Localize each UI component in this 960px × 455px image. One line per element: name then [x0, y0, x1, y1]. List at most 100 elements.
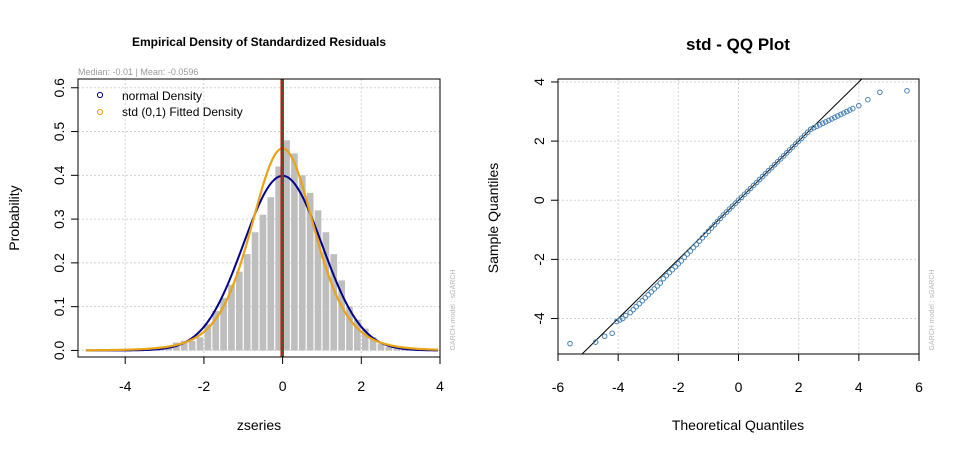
density-y-tick-label: 0.3: [51, 209, 67, 229]
qq-y-axis-label: Sample Quantiles: [485, 163, 501, 274]
qq-point: [904, 88, 910, 94]
std-fitted-density-curve: [85, 147, 439, 352]
qq-point: [750, 182, 757, 189]
qq-point: [777, 156, 784, 162]
density-x-tick-label: -2: [198, 378, 211, 394]
histogram-bar: [314, 210, 322, 351]
density-side-note: GARCH model : sGARCH: [450, 270, 457, 351]
qq-point: [747, 185, 754, 192]
qq-point: [690, 244, 697, 251]
density-legend: normal Density std (0,1) Fitted Density: [96, 89, 243, 119]
qq-point: [726, 206, 733, 212]
density-y-ticks: 0.0 0.1 0.2 0.3 0.4 0.5 0.6: [51, 78, 78, 360]
histogram-bar: [306, 192, 314, 351]
qq-point: [657, 280, 664, 286]
density-y-tick-label: 0.2: [51, 253, 67, 273]
density-y-tick-label: 0.6: [51, 78, 67, 98]
qq-point: [744, 188, 751, 195]
qq-point: [642, 295, 649, 301]
histogram-bar: [322, 232, 330, 351]
qq-point: [666, 269, 673, 276]
histogram-bar: [188, 340, 196, 351]
histogram-bar: [393, 348, 401, 351]
qq-point: [837, 111, 844, 118]
qq-point: [774, 158, 781, 165]
qq-point: [729, 203, 736, 209]
qq-point: [669, 266, 676, 273]
density-center-lines: [280, 79, 284, 357]
qq-x-tick-label: -2: [672, 379, 685, 395]
histogram-bar: [259, 214, 267, 351]
qq-point: [786, 147, 793, 153]
qq-point: [696, 238, 703, 244]
qq-point: [822, 119, 829, 125]
qq-title: std - QQ Plot: [686, 35, 790, 54]
qq-point: [675, 261, 682, 267]
qq-y-tick-label: -2: [531, 253, 547, 266]
qq-point: [798, 135, 805, 141]
qq-point: [648, 289, 655, 295]
histogram-bar: [251, 232, 259, 351]
qq-x-axis-label: Theoretical Quantiles: [672, 417, 804, 433]
density-subtitle: Median: -0.01 | Mean: -0.0596: [78, 67, 198, 77]
histogram-bar: [330, 254, 338, 351]
qq-points: [567, 88, 910, 347]
qq-point: [792, 141, 799, 147]
legend-normal-marker: [96, 91, 104, 99]
density-x-tick-label: 2: [357, 378, 365, 394]
qq-point: [720, 212, 727, 218]
histogram-bar: [196, 337, 204, 351]
qq-point: [780, 153, 787, 159]
qq-point: [789, 144, 796, 150]
qq-point: [759, 173, 766, 180]
qq-point: [856, 102, 862, 109]
qq-x-tick-label: 2: [795, 379, 803, 395]
qq-point: [735, 197, 742, 204]
histogram-bar: [228, 284, 235, 351]
density-y-tick-label: 0.0: [51, 340, 67, 360]
qq-point: [678, 258, 685, 264]
qq-y-tick-label: 4: [531, 78, 547, 86]
histogram-bar: [291, 153, 298, 351]
legend-normal-label: normal Density: [122, 89, 202, 103]
density-y-tick-label: 0.4: [51, 165, 67, 185]
legend-std-label: std (0,1) Fitted Density: [122, 105, 243, 119]
qq-point: [681, 254, 688, 261]
density-title: Empirical Density of Standardized Residu…: [132, 35, 386, 49]
qq-point: [847, 107, 853, 113]
qq-x-tick-label: -4: [612, 379, 625, 395]
qq-point: [732, 200, 739, 206]
qq-point: [687, 248, 694, 254]
density-grid: [78, 79, 441, 357]
qq-point: [762, 170, 769, 177]
qq-point: [654, 283, 661, 289]
density-x-tick-label: 4: [436, 378, 444, 394]
histogram-bar: [220, 297, 227, 351]
histogram-bar: [267, 197, 275, 351]
qq-point: [810, 124, 817, 131]
qq-point: [717, 215, 724, 222]
density-histogram-bars: [86, 140, 432, 351]
qq-point: [804, 129, 811, 136]
qq-point: [828, 116, 835, 122]
qq-point: [738, 194, 745, 201]
qq-point: [771, 161, 778, 168]
qq-point: [850, 105, 856, 112]
qq-point: [630, 306, 637, 313]
qq-point: [708, 225, 715, 231]
qq-x-tick-label: 0: [735, 379, 743, 395]
qq-point: [609, 330, 615, 337]
qq-point: [783, 150, 790, 156]
density-panel: Empirical Density of Standardized Residu…: [6, 35, 457, 433]
qq-point: [765, 167, 772, 174]
qq-point: [619, 315, 626, 322]
qq-point: [711, 221, 718, 228]
qq-x-ticks: -6 -4 -2 0 2 4 6: [552, 353, 923, 395]
histogram-bar: [212, 311, 220, 351]
density-y-tick-label: 0.5: [51, 122, 67, 142]
density-x-axis-label: zseries: [237, 417, 281, 433]
qq-point: [660, 275, 667, 282]
qq-point: [831, 114, 838, 121]
legend-std-marker: [96, 108, 104, 116]
